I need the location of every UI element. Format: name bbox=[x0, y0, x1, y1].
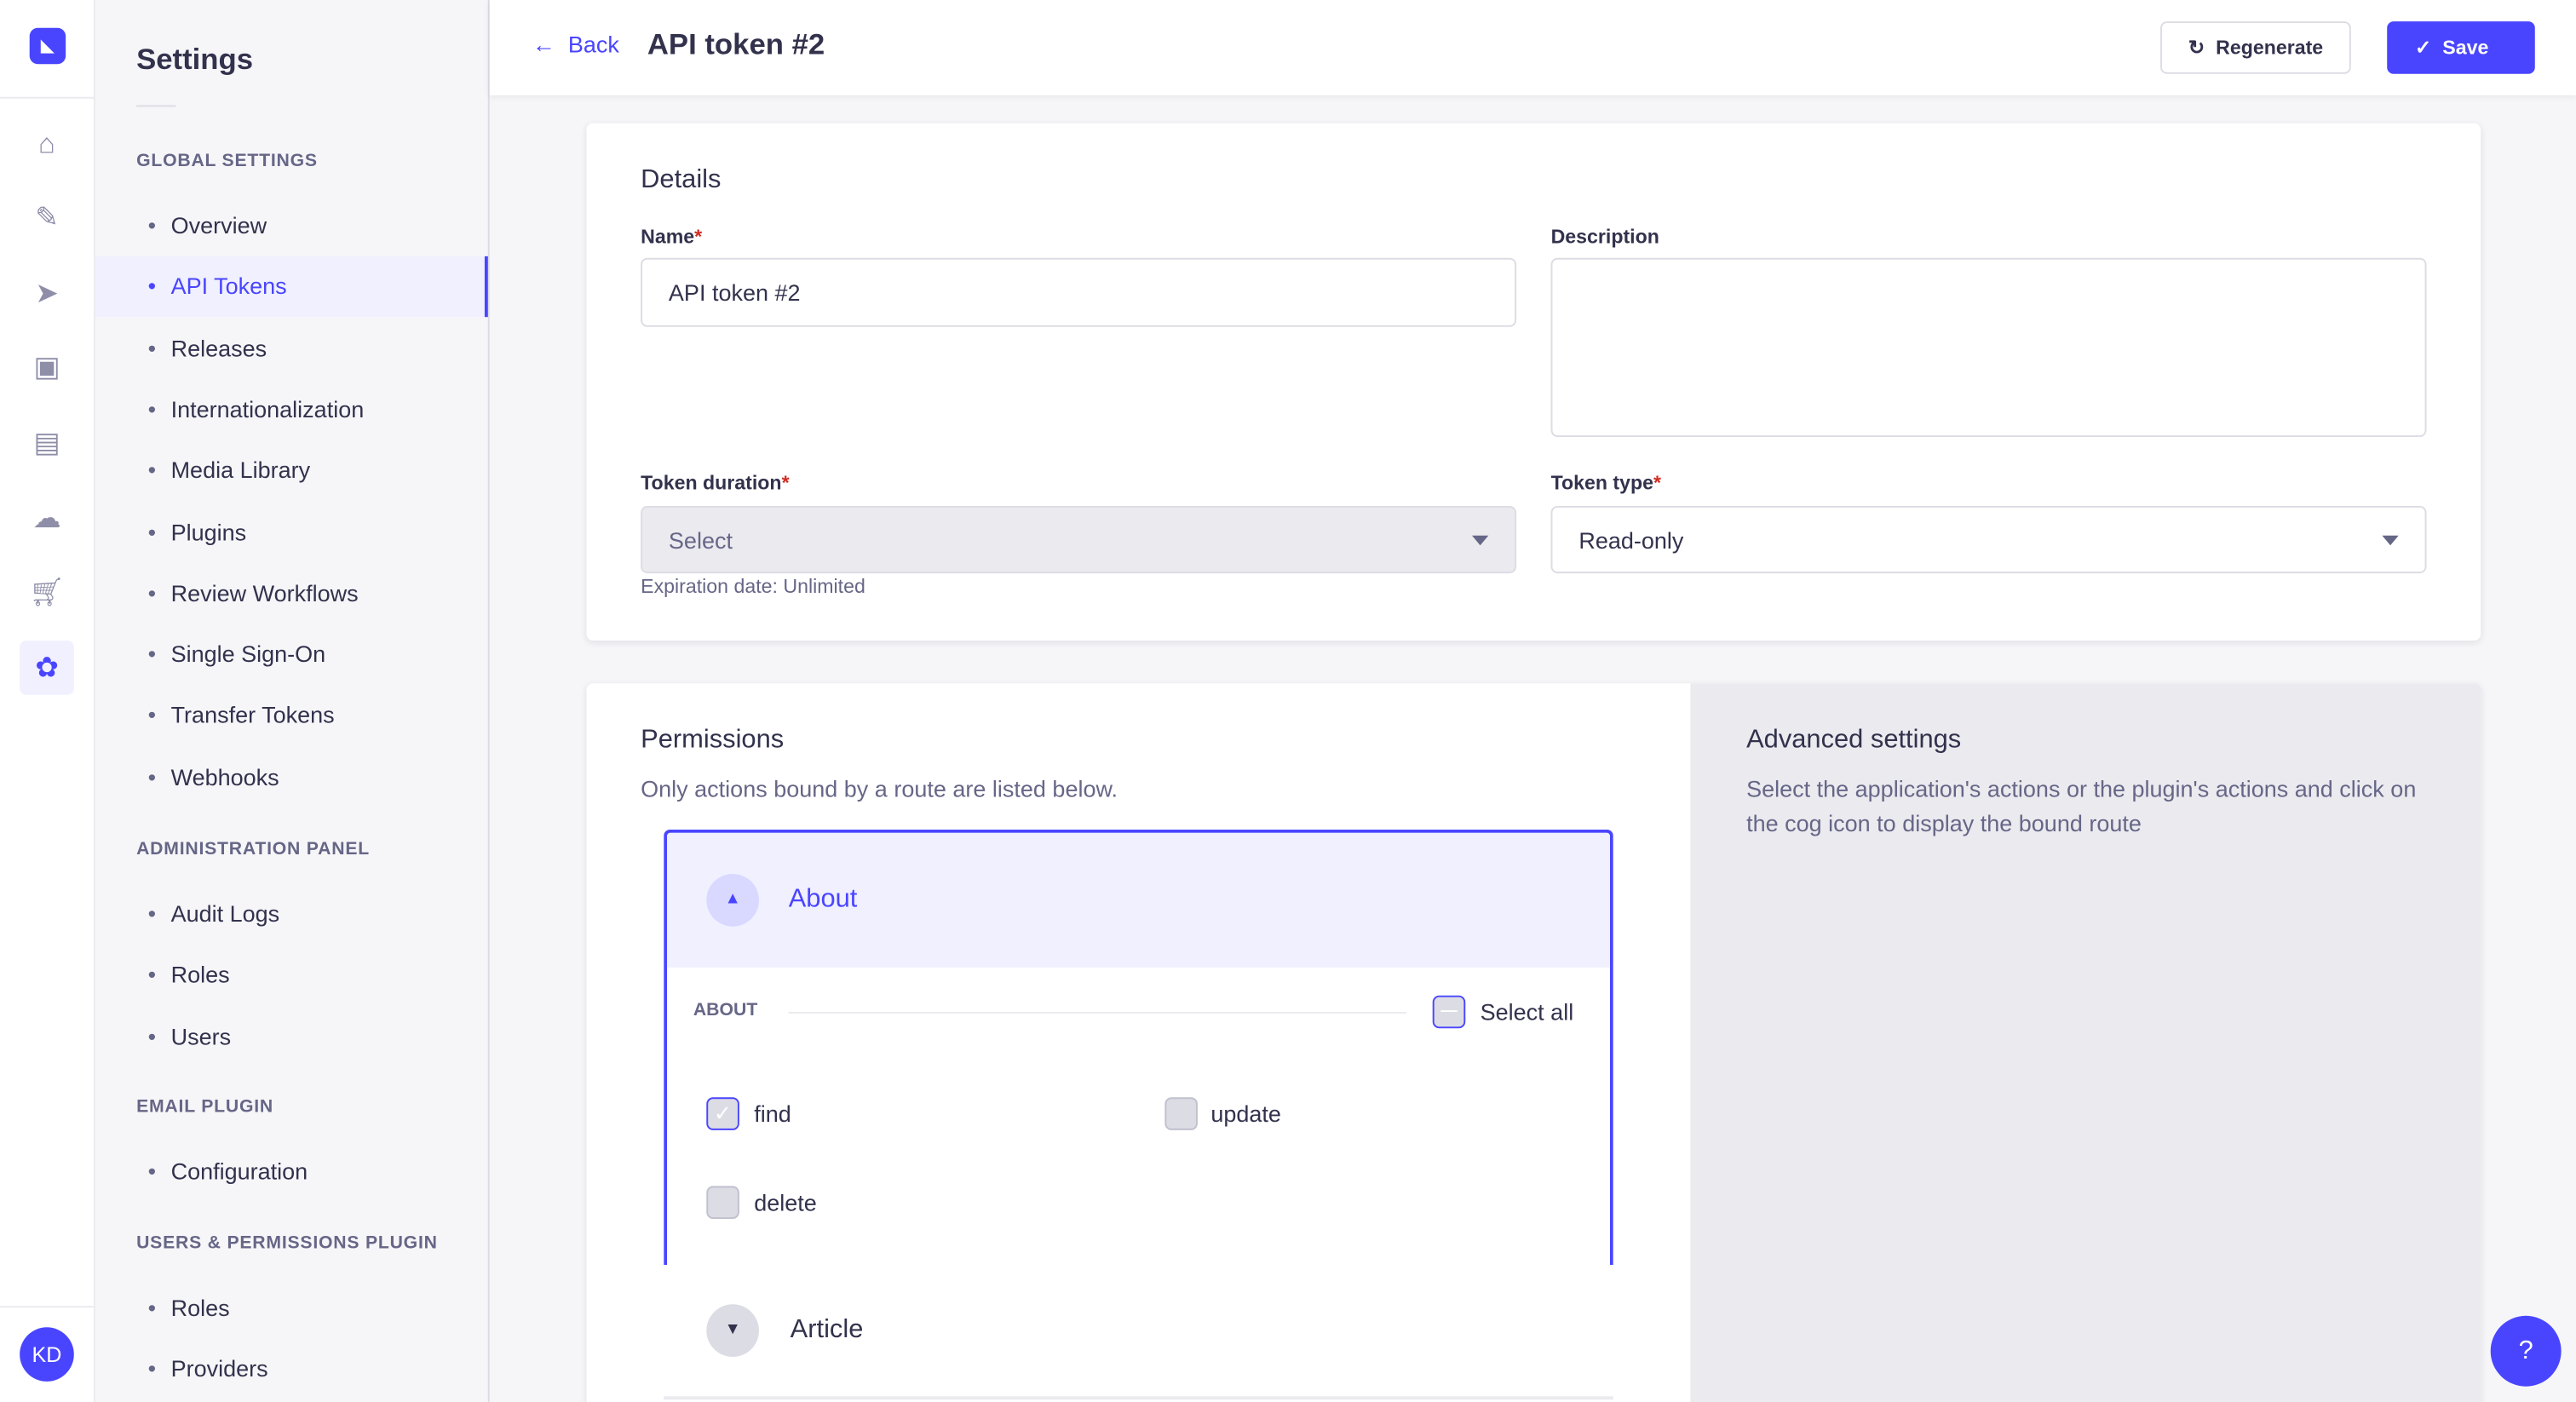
section-title: GLOBAL SETTINGS bbox=[136, 151, 318, 171]
subnav-item-plugins[interactable]: Plugins bbox=[95, 502, 488, 562]
description-label: Description bbox=[1550, 225, 1659, 249]
subnav-item-review-workflows[interactable]: Review Workflows bbox=[95, 563, 488, 623]
divider bbox=[788, 1011, 1406, 1014]
layout-icon[interactable]: ▤ bbox=[33, 427, 60, 459]
section-label: ABOUT bbox=[693, 1000, 758, 1020]
chevron-up-icon[interactable]: ▲ bbox=[706, 873, 759, 927]
accordion-title: About bbox=[788, 885, 858, 914]
subnav-item-releases[interactable]: Releases bbox=[95, 318, 488, 378]
strapi-logo[interactable]: ◣ bbox=[29, 27, 66, 65]
find-checkbox[interactable]: ✓ bbox=[706, 1097, 739, 1130]
arrow-left-icon: ← bbox=[532, 31, 555, 58]
back-link[interactable]: ← Back bbox=[532, 32, 619, 58]
permissions-title: Permissions bbox=[641, 726, 785, 755]
send-icon[interactable]: ➤ bbox=[35, 277, 59, 309]
delete-label: delete bbox=[754, 1189, 817, 1216]
advanced-title: Advanced settings bbox=[1746, 726, 1962, 755]
divider bbox=[136, 105, 176, 107]
subnav-item-providers[interactable]: Providers bbox=[95, 1339, 488, 1399]
accordion-header[interactable]: ▲ About bbox=[666, 832, 1610, 968]
chevron-down-icon bbox=[1471, 535, 1489, 546]
find-label: find bbox=[754, 1100, 791, 1127]
chevron-down-icon bbox=[2382, 535, 2399, 546]
details-card: Details Name* API token #2 Description T… bbox=[586, 123, 2481, 641]
select-all-label: Select all bbox=[1480, 998, 1574, 1026]
permissions-subtitle: Only actions bound by a route are listed… bbox=[641, 775, 1118, 802]
refresh-icon: ↻ bbox=[2188, 36, 2205, 60]
save-label: Save bbox=[2442, 36, 2489, 60]
check-icon: ✓ bbox=[2414, 36, 2432, 60]
advanced-panel: Advanced settings Select the application… bbox=[1690, 683, 2481, 1402]
accordion-article[interactable]: ▼ Article bbox=[664, 1265, 1613, 1400]
duration-label: Token duration* bbox=[641, 471, 790, 495]
regenerate-button[interactable]: ↻ Regenerate bbox=[2160, 21, 2351, 74]
subnav-item-internationalization[interactable]: Internationalization bbox=[95, 379, 488, 440]
subnav-item-roles[interactable]: Roles bbox=[95, 945, 488, 1006]
details-title: Details bbox=[641, 165, 722, 194]
subnav-item-roles[interactable]: Roles bbox=[95, 1278, 488, 1338]
subnav-item-api-tokens[interactable]: API Tokens bbox=[95, 256, 488, 318]
settings-subnav: Settings GLOBAL SETTINGS OverviewAPI Toke… bbox=[95, 0, 490, 1402]
subnav-item-configuration[interactable]: Configuration bbox=[95, 1141, 488, 1202]
subnav-item-webhooks[interactable]: Webhooks bbox=[95, 747, 488, 807]
update-checkbox[interactable] bbox=[1164, 1097, 1198, 1130]
name-label: Name* bbox=[641, 225, 703, 249]
subnav-item-audit-logs[interactable]: Audit Logs bbox=[95, 884, 488, 945]
section-title: EMAIL PLUGIN bbox=[136, 1097, 273, 1118]
subnav-item-media-library[interactable]: Media Library bbox=[95, 440, 488, 501]
subnav-item-transfer-tokens[interactable]: Transfer Tokens bbox=[95, 686, 488, 746]
advanced-text: Select the application's actions or the … bbox=[1746, 775, 2417, 836]
cart-icon[interactable]: 🛒︎ bbox=[29, 576, 65, 608]
home-icon[interactable]: ⌂ bbox=[38, 128, 55, 160]
back-label: Back bbox=[567, 31, 619, 58]
permissions-card: Advanced settings Select the application… bbox=[586, 683, 2481, 1402]
avatar[interactable]: KD bbox=[20, 1326, 74, 1381]
update-label: update bbox=[1210, 1100, 1281, 1127]
chevron-down-icon[interactable]: ▼ bbox=[706, 1304, 759, 1357]
section-title: ADMINISTRATION PANEL bbox=[136, 839, 370, 859]
page-title: API token #2 bbox=[647, 27, 825, 61]
subnav-item-single-sign-on[interactable]: Single Sign-On bbox=[95, 624, 488, 685]
duration-select[interactable]: Select bbox=[641, 505, 1517, 574]
divider bbox=[0, 96, 95, 99]
name-input[interactable]: API token #2 bbox=[641, 257, 1517, 327]
save-button[interactable]: ✓ Save bbox=[2387, 21, 2535, 74]
type-label: Token type* bbox=[1550, 471, 1662, 495]
subnav-title: Settings bbox=[136, 43, 254, 76]
select-all-checkbox[interactable] bbox=[1432, 995, 1466, 1029]
description-textarea[interactable] bbox=[1550, 257, 2427, 437]
divider bbox=[0, 1305, 95, 1307]
expiration-hint: Expiration date: Unlimited bbox=[641, 574, 865, 598]
help-button[interactable]: ? bbox=[2490, 1315, 2562, 1387]
delete-checkbox[interactable] bbox=[706, 1186, 739, 1219]
help-icon: ? bbox=[2518, 1336, 2533, 1365]
page-header: ← Back API token #2 ↻ Regenerate ✓ Save bbox=[489, 0, 2576, 95]
type-select[interactable]: Read-only bbox=[1550, 505, 2427, 574]
subnav-item-users[interactable]: Users bbox=[95, 1006, 488, 1066]
accordion-about: ▲ About ABOUT Select all ✓ find update d… bbox=[664, 829, 1613, 1265]
cloud-icon[interactable]: ☁ bbox=[32, 503, 61, 534]
regenerate-label: Regenerate bbox=[2216, 36, 2324, 60]
media-icon[interactable]: ▣ bbox=[33, 351, 60, 383]
main-nav: ◣ ⌂ ✎ ➤ ▣ ▤ ☁ 🛒︎ ✿ KD bbox=[0, 0, 95, 1402]
subnav-item-overview[interactable]: Overview bbox=[95, 195, 488, 256]
section-title: USERS & PERMISSIONS PLUGIN bbox=[136, 1233, 438, 1254]
accordion-title: Article bbox=[790, 1315, 864, 1344]
settings-icon[interactable]: ✿ bbox=[20, 641, 74, 695]
content-manager-icon[interactable]: ✎ bbox=[35, 202, 59, 233]
